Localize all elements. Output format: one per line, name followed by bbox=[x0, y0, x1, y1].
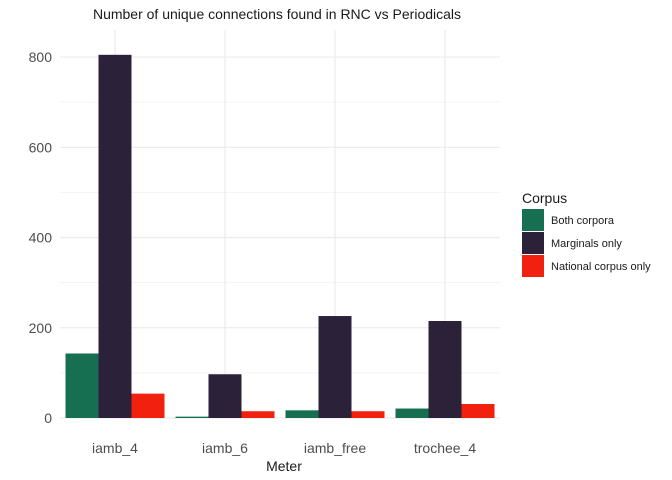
legend-label: Both corpora bbox=[551, 215, 615, 227]
y-tick-label: 0 bbox=[44, 410, 52, 426]
x-axis-ticks: iamb_4 iamb_6 iamb_free trochee_4 bbox=[92, 440, 476, 456]
legend-title: Corpus bbox=[522, 190, 567, 206]
chart-title: Number of unique connections found in RN… bbox=[93, 6, 461, 22]
x-tick-label: iamb_4 bbox=[92, 440, 138, 456]
y-tick-label: 400 bbox=[29, 230, 53, 246]
bar bbox=[461, 404, 495, 418]
y-tick-label: 200 bbox=[29, 320, 53, 336]
legend-key bbox=[522, 255, 544, 277]
y-tick-label: 600 bbox=[29, 139, 53, 155]
bar bbox=[65, 353, 99, 418]
bar bbox=[318, 316, 352, 418]
bar bbox=[351, 411, 385, 418]
legend-key bbox=[522, 209, 544, 231]
x-axis-title: Meter bbox=[266, 458, 302, 474]
legend-label: Marginals only bbox=[551, 238, 622, 250]
bar bbox=[131, 393, 165, 418]
x-tick-label: iamb_6 bbox=[202, 440, 248, 456]
bar bbox=[208, 374, 242, 418]
bar bbox=[285, 410, 319, 418]
y-tick-label: 800 bbox=[29, 49, 53, 65]
bars bbox=[65, 54, 495, 418]
x-tick-label: iamb_free bbox=[304, 440, 366, 456]
legend-label: National corpus only bbox=[551, 261, 651, 273]
bar bbox=[428, 321, 462, 418]
bar bbox=[241, 411, 275, 418]
legend: Corpus Both corpora Marginals only Nationa… bbox=[522, 190, 651, 277]
bar bbox=[98, 54, 132, 418]
bar bbox=[395, 408, 429, 418]
bar bbox=[175, 416, 209, 418]
y-axis-ticks: 0 200 400 600 800 bbox=[29, 49, 53, 426]
x-tick-label: trochee_4 bbox=[414, 440, 476, 456]
legend-key bbox=[522, 232, 544, 254]
